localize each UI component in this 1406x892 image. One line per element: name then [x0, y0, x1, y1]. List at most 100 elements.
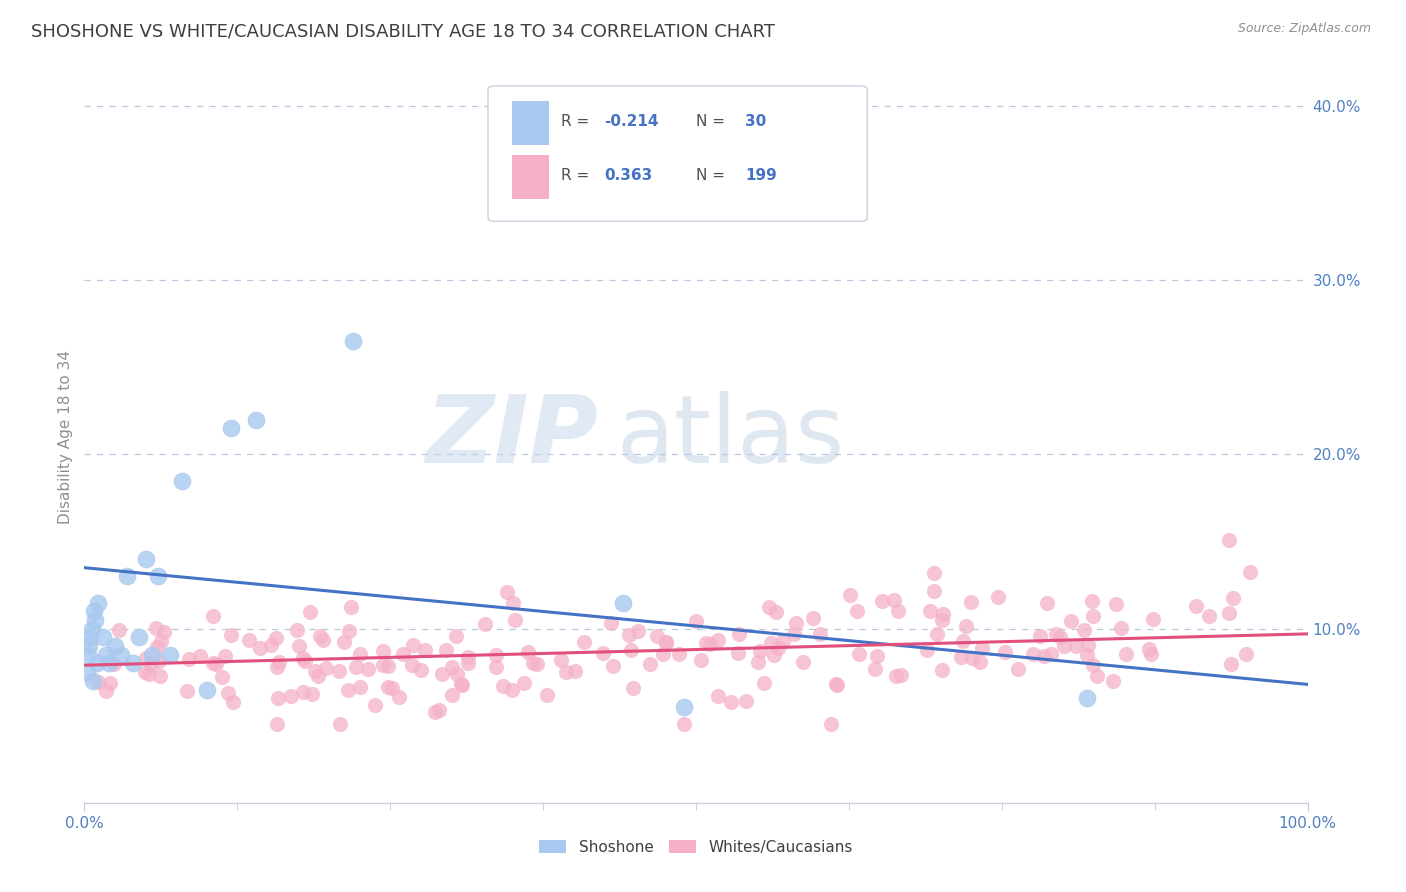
Point	[201, 609, 224, 624]
Point	[138, 667, 160, 681]
Point	[146, 640, 169, 654]
Point	[513, 676, 536, 690]
Point	[1077, 638, 1099, 652]
Point	[890, 668, 912, 682]
Point	[340, 600, 363, 615]
Point	[159, 648, 181, 662]
Point	[503, 613, 526, 627]
Point	[371, 643, 394, 657]
Point	[204, 657, 226, 672]
Point	[211, 670, 233, 684]
Point	[495, 585, 517, 599]
Point	[1239, 565, 1261, 579]
Point	[115, 569, 138, 583]
Point	[1139, 647, 1161, 661]
Point	[104, 639, 127, 653]
Point	[260, 638, 283, 652]
Point	[149, 669, 172, 683]
Point	[402, 638, 425, 652]
Point	[623, 681, 645, 695]
Point	[572, 635, 595, 649]
Point	[108, 623, 131, 637]
Point	[969, 655, 991, 669]
Point	[747, 656, 769, 670]
Point	[1066, 639, 1088, 653]
Point	[179, 652, 201, 666]
Point	[91, 631, 114, 645]
Point	[768, 641, 790, 656]
Point	[84, 613, 107, 627]
Point	[134, 665, 156, 680]
Point	[699, 636, 721, 650]
Point	[1033, 648, 1056, 663]
Point	[526, 657, 548, 672]
Point	[1076, 691, 1098, 706]
Point	[292, 651, 315, 665]
Point	[377, 659, 399, 673]
Point	[824, 677, 846, 691]
Point	[103, 657, 125, 671]
Point	[280, 690, 302, 704]
Point	[238, 632, 260, 647]
Point	[1053, 639, 1076, 653]
Point	[1234, 647, 1257, 661]
Point	[932, 607, 955, 621]
Point	[564, 665, 586, 679]
Point	[188, 648, 211, 663]
Text: Source: ZipAtlas.com: Source: ZipAtlas.com	[1237, 22, 1371, 36]
Point	[135, 651, 157, 665]
Point	[638, 657, 661, 671]
Point	[502, 596, 524, 610]
Point	[617, 628, 640, 642]
Point	[96, 683, 118, 698]
FancyBboxPatch shape	[488, 86, 868, 221]
Point	[555, 665, 578, 679]
Point	[1081, 594, 1104, 608]
Point	[839, 588, 862, 602]
Text: SHOSHONE VS WHITE/CAUCASIAN DISABILITY AGE 18 TO 34 CORRELATION CHART: SHOSHONE VS WHITE/CAUCASIAN DISABILITY A…	[31, 22, 775, 40]
Point	[848, 647, 870, 661]
Point	[294, 654, 316, 668]
Point	[917, 643, 939, 657]
Point	[1222, 591, 1244, 605]
Point	[388, 690, 411, 705]
Point	[668, 647, 690, 661]
Text: N =: N =	[696, 114, 730, 129]
Point	[266, 717, 288, 731]
Point	[336, 683, 359, 698]
Point	[1060, 614, 1083, 628]
Point	[602, 659, 624, 673]
Text: ZIP: ZIP	[425, 391, 598, 483]
Text: R =: R =	[561, 169, 595, 184]
Point	[955, 618, 977, 632]
Point	[1021, 647, 1043, 661]
Point	[1218, 607, 1240, 621]
Point	[960, 594, 983, 608]
Point	[884, 669, 907, 683]
Point	[820, 717, 842, 731]
Point	[77, 648, 100, 662]
Y-axis label: Disability Age 18 to 34: Disability Age 18 to 34	[58, 350, 73, 524]
Point	[1040, 648, 1063, 662]
Point	[492, 679, 515, 693]
Point	[98, 676, 121, 690]
Point	[825, 678, 848, 692]
Point	[727, 646, 749, 660]
Point	[1198, 608, 1220, 623]
Point	[1076, 648, 1098, 662]
Point	[801, 611, 824, 625]
Point	[672, 700, 695, 714]
Point	[86, 657, 108, 671]
Point	[599, 615, 621, 630]
Point	[148, 654, 170, 668]
Point	[377, 680, 399, 694]
Point	[1028, 629, 1050, 643]
Point	[356, 662, 378, 676]
Point	[288, 639, 311, 653]
Point	[77, 639, 100, 653]
Point	[411, 663, 433, 677]
Point	[214, 649, 236, 664]
Point	[866, 649, 889, 664]
Point	[450, 677, 472, 691]
Point	[337, 624, 360, 638]
